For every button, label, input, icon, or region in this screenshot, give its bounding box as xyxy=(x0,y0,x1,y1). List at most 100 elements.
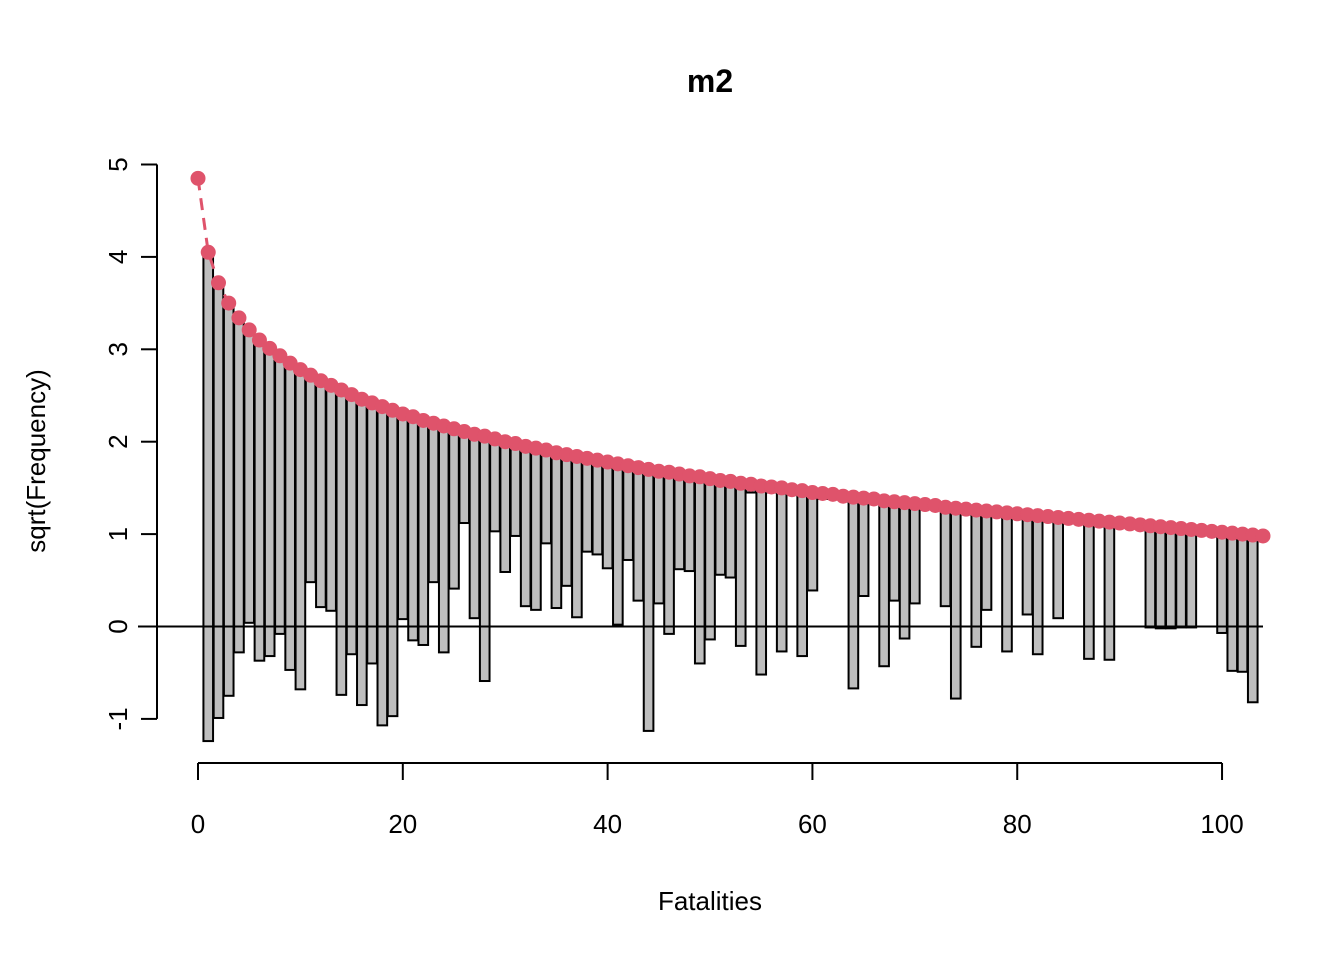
y-tick-label: 1 xyxy=(103,527,133,541)
bar xyxy=(642,468,655,732)
bar xyxy=(478,435,491,683)
bar xyxy=(427,422,440,584)
bar xyxy=(294,368,307,691)
expected-point xyxy=(241,322,257,338)
bar xyxy=(796,489,808,658)
bar xyxy=(335,388,348,696)
y-axis: -1 0 1 2 3 4 5 xyxy=(103,157,158,730)
bar xyxy=(581,457,593,553)
x-tick-label: 80 xyxy=(1003,809,1032,839)
bar xyxy=(274,354,286,635)
bar xyxy=(509,442,522,537)
x-tick-label: 40 xyxy=(593,809,622,839)
bar xyxy=(1031,514,1044,656)
bar xyxy=(1103,521,1116,661)
bar xyxy=(909,502,921,605)
expected-points xyxy=(190,170,1271,544)
bar xyxy=(806,491,819,592)
bar xyxy=(1216,531,1228,634)
bar xyxy=(222,302,235,697)
bar xyxy=(755,485,768,676)
bar xyxy=(386,409,399,718)
bar xyxy=(1236,533,1249,673)
bar xyxy=(622,464,634,561)
bar xyxy=(683,474,696,573)
bar xyxy=(315,379,327,609)
bar xyxy=(632,466,645,602)
bar xyxy=(304,374,317,584)
bar xyxy=(1083,519,1095,660)
bar xyxy=(458,430,471,525)
y-tick-label: 2 xyxy=(103,434,133,448)
expected-point xyxy=(190,170,206,186)
y-tick-label: 3 xyxy=(103,342,133,356)
bar xyxy=(407,415,419,642)
x-tick-label: 0 xyxy=(191,809,205,839)
y-tick-label: 0 xyxy=(103,619,133,633)
bars xyxy=(202,251,1259,743)
bar xyxy=(939,506,952,608)
bar xyxy=(376,405,389,727)
bar xyxy=(724,480,737,579)
y-tick-label: -1 xyxy=(103,707,133,730)
x-tick-label: 100 xyxy=(1200,809,1243,839)
bar xyxy=(396,412,409,621)
bar xyxy=(1226,532,1239,672)
bar xyxy=(714,479,727,576)
bar xyxy=(980,510,993,611)
bar xyxy=(704,477,716,641)
bar xyxy=(417,419,430,646)
bar xyxy=(325,384,337,612)
bar xyxy=(212,281,225,719)
bar xyxy=(1165,526,1177,630)
bar xyxy=(612,462,624,626)
bar xyxy=(1185,528,1198,629)
x-axis: 0 20 40 60 80 100 xyxy=(191,762,1244,839)
expected-point xyxy=(210,275,226,291)
y-tick-label: 5 xyxy=(103,157,133,171)
bar xyxy=(1144,524,1157,629)
x-axis-title: Fatalities xyxy=(658,886,762,916)
bar xyxy=(1052,516,1065,620)
bar xyxy=(519,445,532,608)
bar xyxy=(448,427,460,590)
bar xyxy=(734,482,747,647)
bar xyxy=(693,475,706,665)
bar xyxy=(898,501,911,640)
bar xyxy=(847,496,860,690)
bar xyxy=(878,499,890,668)
bar xyxy=(499,440,512,573)
expected-point xyxy=(221,295,237,311)
bar xyxy=(1175,527,1187,629)
bar xyxy=(591,459,604,556)
bar xyxy=(888,500,901,602)
bar xyxy=(468,433,481,620)
bar xyxy=(284,362,296,671)
bar xyxy=(1021,513,1034,616)
bar xyxy=(540,449,552,545)
x-tick-label: 20 xyxy=(388,809,417,839)
bar xyxy=(202,251,215,743)
x-tick-label: 60 xyxy=(798,809,827,839)
bar xyxy=(1001,511,1013,653)
chart-title: m2 xyxy=(687,63,733,99)
bar xyxy=(857,497,870,598)
expected-point xyxy=(251,332,267,348)
bar xyxy=(233,316,245,654)
bar xyxy=(243,328,256,624)
bar xyxy=(1154,525,1167,630)
y-tick-label: 4 xyxy=(103,250,133,264)
bar xyxy=(489,437,501,533)
bar xyxy=(356,398,368,707)
bar xyxy=(530,447,542,611)
expected-point xyxy=(1255,528,1271,544)
bar xyxy=(601,461,614,570)
bar xyxy=(366,401,378,665)
bar xyxy=(663,471,675,635)
bar xyxy=(949,507,962,700)
y-axis-title: sqrt(Frequency) xyxy=(21,369,51,553)
bar xyxy=(437,424,450,654)
bar xyxy=(673,473,686,571)
expected-point xyxy=(231,310,247,326)
